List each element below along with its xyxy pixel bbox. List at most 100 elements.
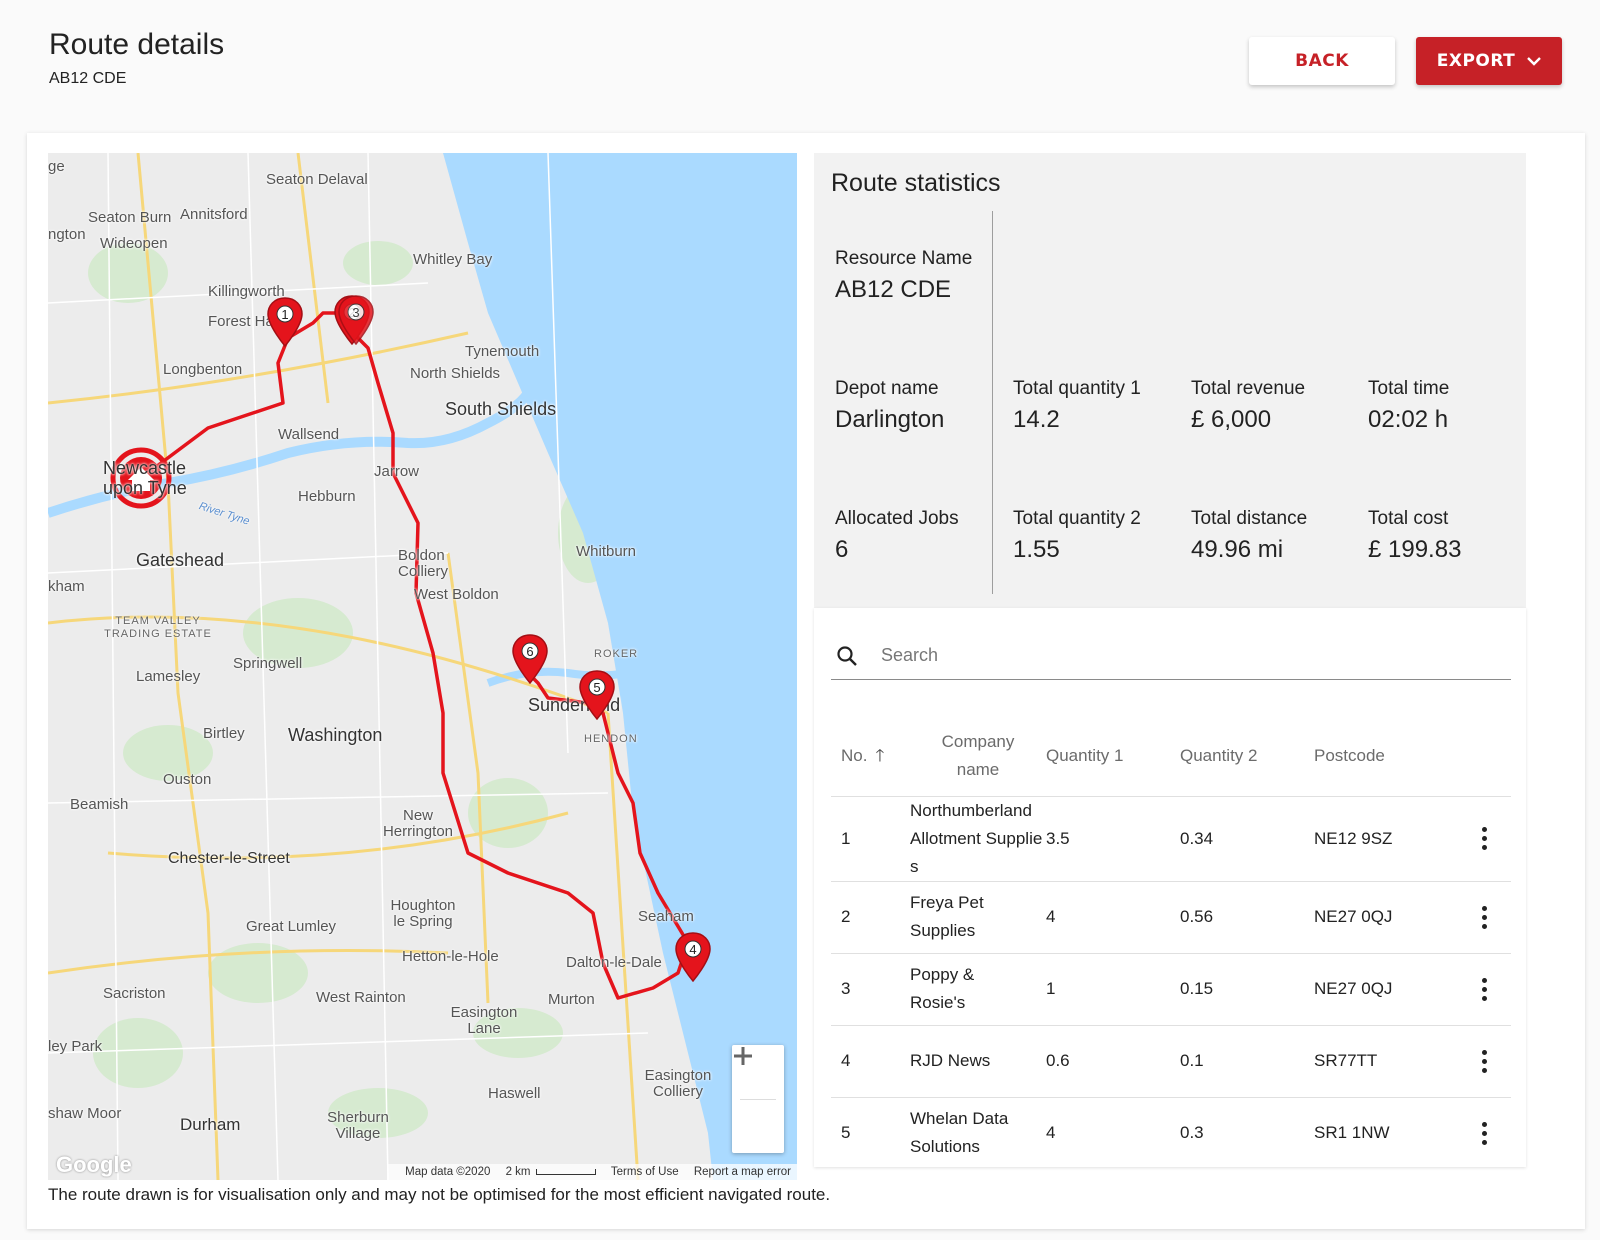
stat-label: Depot name bbox=[835, 378, 939, 399]
place-label: Tynemouth bbox=[465, 343, 540, 360]
place-label: Dalton-le-Dale bbox=[566, 954, 662, 971]
stat-value: 1.55 bbox=[1013, 536, 1060, 563]
quantity-1: 1 bbox=[1046, 953, 1180, 1026]
place-label: Houghton le Spring bbox=[390, 897, 456, 930]
column-header-postcode[interactable]: Postcode bbox=[1314, 716, 1474, 797]
place-label: Easington Colliery bbox=[644, 1067, 712, 1100]
place-label: TEAM VALLEY TRADING ESTATE bbox=[104, 615, 212, 640]
stat-label: Total cost bbox=[1368, 508, 1449, 529]
job-marker-number: 6 bbox=[526, 644, 533, 659]
place-label: Murton bbox=[548, 991, 595, 1008]
place-label: ROKER bbox=[594, 648, 639, 660]
table-row[interactable]: 2 Freya Pet Supplies 4 0.56 NE27 0QJ bbox=[831, 881, 1511, 954]
zoom-controls bbox=[732, 1045, 784, 1153]
place-label: Forest Hall bbox=[208, 313, 281, 330]
column-header-quantity-1[interactable]: Quantity 1 bbox=[1046, 716, 1180, 797]
job-marker-number: 1 bbox=[281, 307, 288, 322]
stat-value: 49.96 mi bbox=[1191, 536, 1284, 563]
place-label: Seaham bbox=[638, 908, 694, 925]
quantity-2: 0.34 bbox=[1180, 796, 1314, 882]
more-vert-icon[interactable] bbox=[1474, 827, 1494, 850]
job-number: 3 bbox=[831, 953, 910, 1026]
place-label: Washington bbox=[288, 725, 383, 745]
place-label: Wideopen bbox=[100, 235, 168, 252]
postcode: NE12 9SZ bbox=[1314, 796, 1474, 882]
table-row[interactable]: 1 Northumberland Allotment Supplies 3.5 … bbox=[831, 796, 1511, 882]
column-header-company[interactable]: Company name bbox=[910, 716, 1046, 797]
more-vert-icon[interactable] bbox=[1474, 905, 1494, 929]
route-map[interactable]: ge Seaton Delaval Seaton Burn Annitsford… bbox=[48, 153, 797, 1180]
place-label: Jarrow bbox=[374, 463, 420, 480]
quantity-2: 0.15 bbox=[1180, 953, 1314, 1026]
stats-divider bbox=[992, 211, 993, 594]
row-actions bbox=[1474, 796, 1511, 882]
company-name: RJD News bbox=[910, 1025, 1046, 1098]
place-label: Longbenton bbox=[163, 361, 243, 378]
stat-total-revenue: Total revenue £ 6,000 bbox=[1191, 378, 1305, 434]
job-marker-4[interactable]: 4 bbox=[673, 931, 713, 983]
export-button-label: EXPORT bbox=[1436, 51, 1516, 71]
minus-icon bbox=[734, 1054, 752, 1058]
table-row[interactable]: 3 Poppy & Rosie's 1 0.15 NE27 0QJ bbox=[831, 953, 1511, 1026]
sea bbox=[443, 153, 797, 1180]
place-label: Wallsend bbox=[278, 426, 340, 443]
search-input[interactable] bbox=[881, 645, 1481, 666]
back-button[interactable]: BACK bbox=[1249, 37, 1395, 85]
export-button[interactable]: EXPORT bbox=[1416, 37, 1562, 85]
table-row[interactable]: 4 RJD News 0.6 0.1 SR77TT bbox=[831, 1025, 1511, 1098]
stat-total-quantity-1: Total quantity 1 14.2 bbox=[1013, 378, 1141, 434]
column-header-quantity-2[interactable]: Quantity 2 bbox=[1180, 716, 1314, 797]
stat-value: 6 bbox=[835, 536, 849, 563]
job-marker-3[interactable]: 3 bbox=[336, 294, 376, 346]
stat-total-distance: Total distance 49.96 mi bbox=[1191, 508, 1307, 564]
quantity-2: 0.1 bbox=[1180, 1025, 1314, 1098]
more-vert-icon[interactable] bbox=[1474, 1049, 1494, 1073]
place-label: North Shields bbox=[410, 365, 501, 382]
place-label: Whitley Bay bbox=[413, 251, 493, 268]
company-name-text: RJD News bbox=[910, 1051, 991, 1070]
job-number: 4 bbox=[831, 1025, 910, 1098]
zoom-out-button[interactable] bbox=[732, 1054, 784, 1154]
stat-value: 14.2 bbox=[1013, 406, 1060, 433]
report-map-error-link[interactable]: Report a map error bbox=[693, 1166, 791, 1178]
search-icon bbox=[837, 645, 857, 666]
company-name-text: Whelan Data Solutions bbox=[910, 1109, 1009, 1156]
stat-label: Allocated Jobs bbox=[835, 508, 959, 529]
company-name: Poppy & Rosie's bbox=[910, 953, 1046, 1026]
major-roads bbox=[48, 153, 640, 1180]
postcode: SR1 1NW bbox=[1314, 1097, 1474, 1167]
stats-title: Route statistics bbox=[831, 169, 1001, 197]
stat-depot-name: Depot name Darlington bbox=[835, 378, 944, 434]
place-label: Springwell bbox=[233, 655, 303, 672]
company-name: Whelan Data Solutions bbox=[910, 1097, 1046, 1167]
quantity-1: 4 bbox=[1046, 1097, 1180, 1167]
postcode: NE27 0QJ bbox=[1314, 953, 1474, 1026]
stat-label: Total quantity 1 bbox=[1013, 378, 1141, 399]
depot-marker[interactable] bbox=[110, 447, 172, 509]
table-header-row: No. 🡑 Company name Quantity 1 Quantity 2 … bbox=[831, 716, 1511, 797]
terms-link[interactable]: Terms of Use bbox=[610, 1166, 679, 1178]
column-header-label: Company name bbox=[941, 731, 1015, 779]
more-vert-icon[interactable] bbox=[1474, 977, 1494, 1001]
job-marker-6[interactable]: 6 bbox=[510, 633, 550, 685]
place-label: West Rainton bbox=[316, 989, 406, 1006]
place-label: Newcastle upon Tyne bbox=[103, 458, 187, 498]
sort-ascending-icon: 🡑 bbox=[875, 745, 885, 765]
more-vert-icon[interactable] bbox=[1474, 1121, 1494, 1145]
stat-value: £ 199.83 bbox=[1368, 536, 1462, 563]
company-name: Freya Pet Supplies bbox=[910, 881, 1046, 954]
place-label: Durham bbox=[180, 1115, 241, 1134]
stat-label: Total quantity 2 bbox=[1013, 508, 1141, 529]
place-label: ge bbox=[48, 158, 65, 175]
chevron-down-icon bbox=[1527, 57, 1542, 66]
job-marker-5[interactable]: 5 bbox=[577, 669, 617, 721]
job-marker-1[interactable]: 1 bbox=[265, 296, 305, 348]
place-label: South Shields bbox=[445, 399, 557, 419]
table-row[interactable]: 5 Whelan Data Solutions 4 0.3 SR1 1NW bbox=[831, 1097, 1511, 1167]
place-label: West Boldon bbox=[414, 586, 499, 603]
search-bar bbox=[831, 632, 1511, 680]
page-header: Route details AB12 CDE bbox=[49, 28, 224, 88]
column-header-no[interactable]: No. 🡑 bbox=[831, 716, 910, 797]
place-label: HENDON bbox=[584, 733, 638, 745]
job-marker-number: 4 bbox=[689, 942, 696, 957]
